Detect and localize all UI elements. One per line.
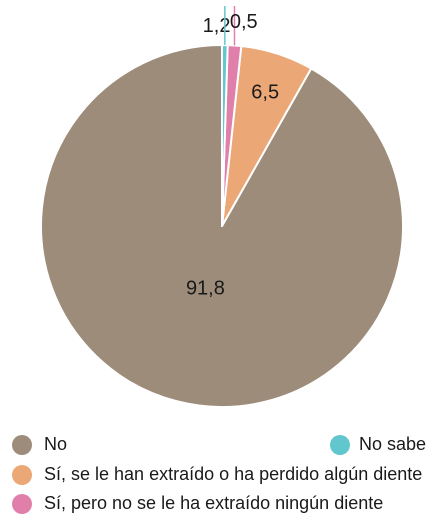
legend-label-extraido: Sí, se le han extraído o ha perdido algú… [44, 464, 423, 484]
legend-swatch-no [12, 434, 32, 455]
legend-swatch-no-sabe [330, 434, 350, 455]
legend-item-extraido: Sí, se le han extraído o ha perdido algú… [12, 464, 422, 485]
legend-item-ninguno: Sí, pero no se le ha extraído ningún die… [12, 493, 383, 514]
legend-item-no: No [12, 434, 67, 455]
data-label-ninguno: 1,2 [203, 15, 231, 37]
pie-chart: 91,8 6,5 1,2 0,5 [40, 6, 404, 408]
legend-swatch-extraido [12, 464, 32, 485]
data-label-no: 91,8 [186, 278, 225, 300]
data-label-extraido: 6,5 [251, 82, 279, 104]
data-label-no-sabe: 0,5 [230, 11, 258, 33]
legend-label-no: No [44, 434, 68, 454]
legend-label-ninguno: Sí, pero no se le ha extraído ningún die… [44, 493, 384, 513]
legend-item-no-sabe: No sabe [330, 434, 426, 455]
legend-swatch-ninguno [12, 493, 32, 514]
legend-label-no-sabe: No sabe [359, 434, 426, 454]
